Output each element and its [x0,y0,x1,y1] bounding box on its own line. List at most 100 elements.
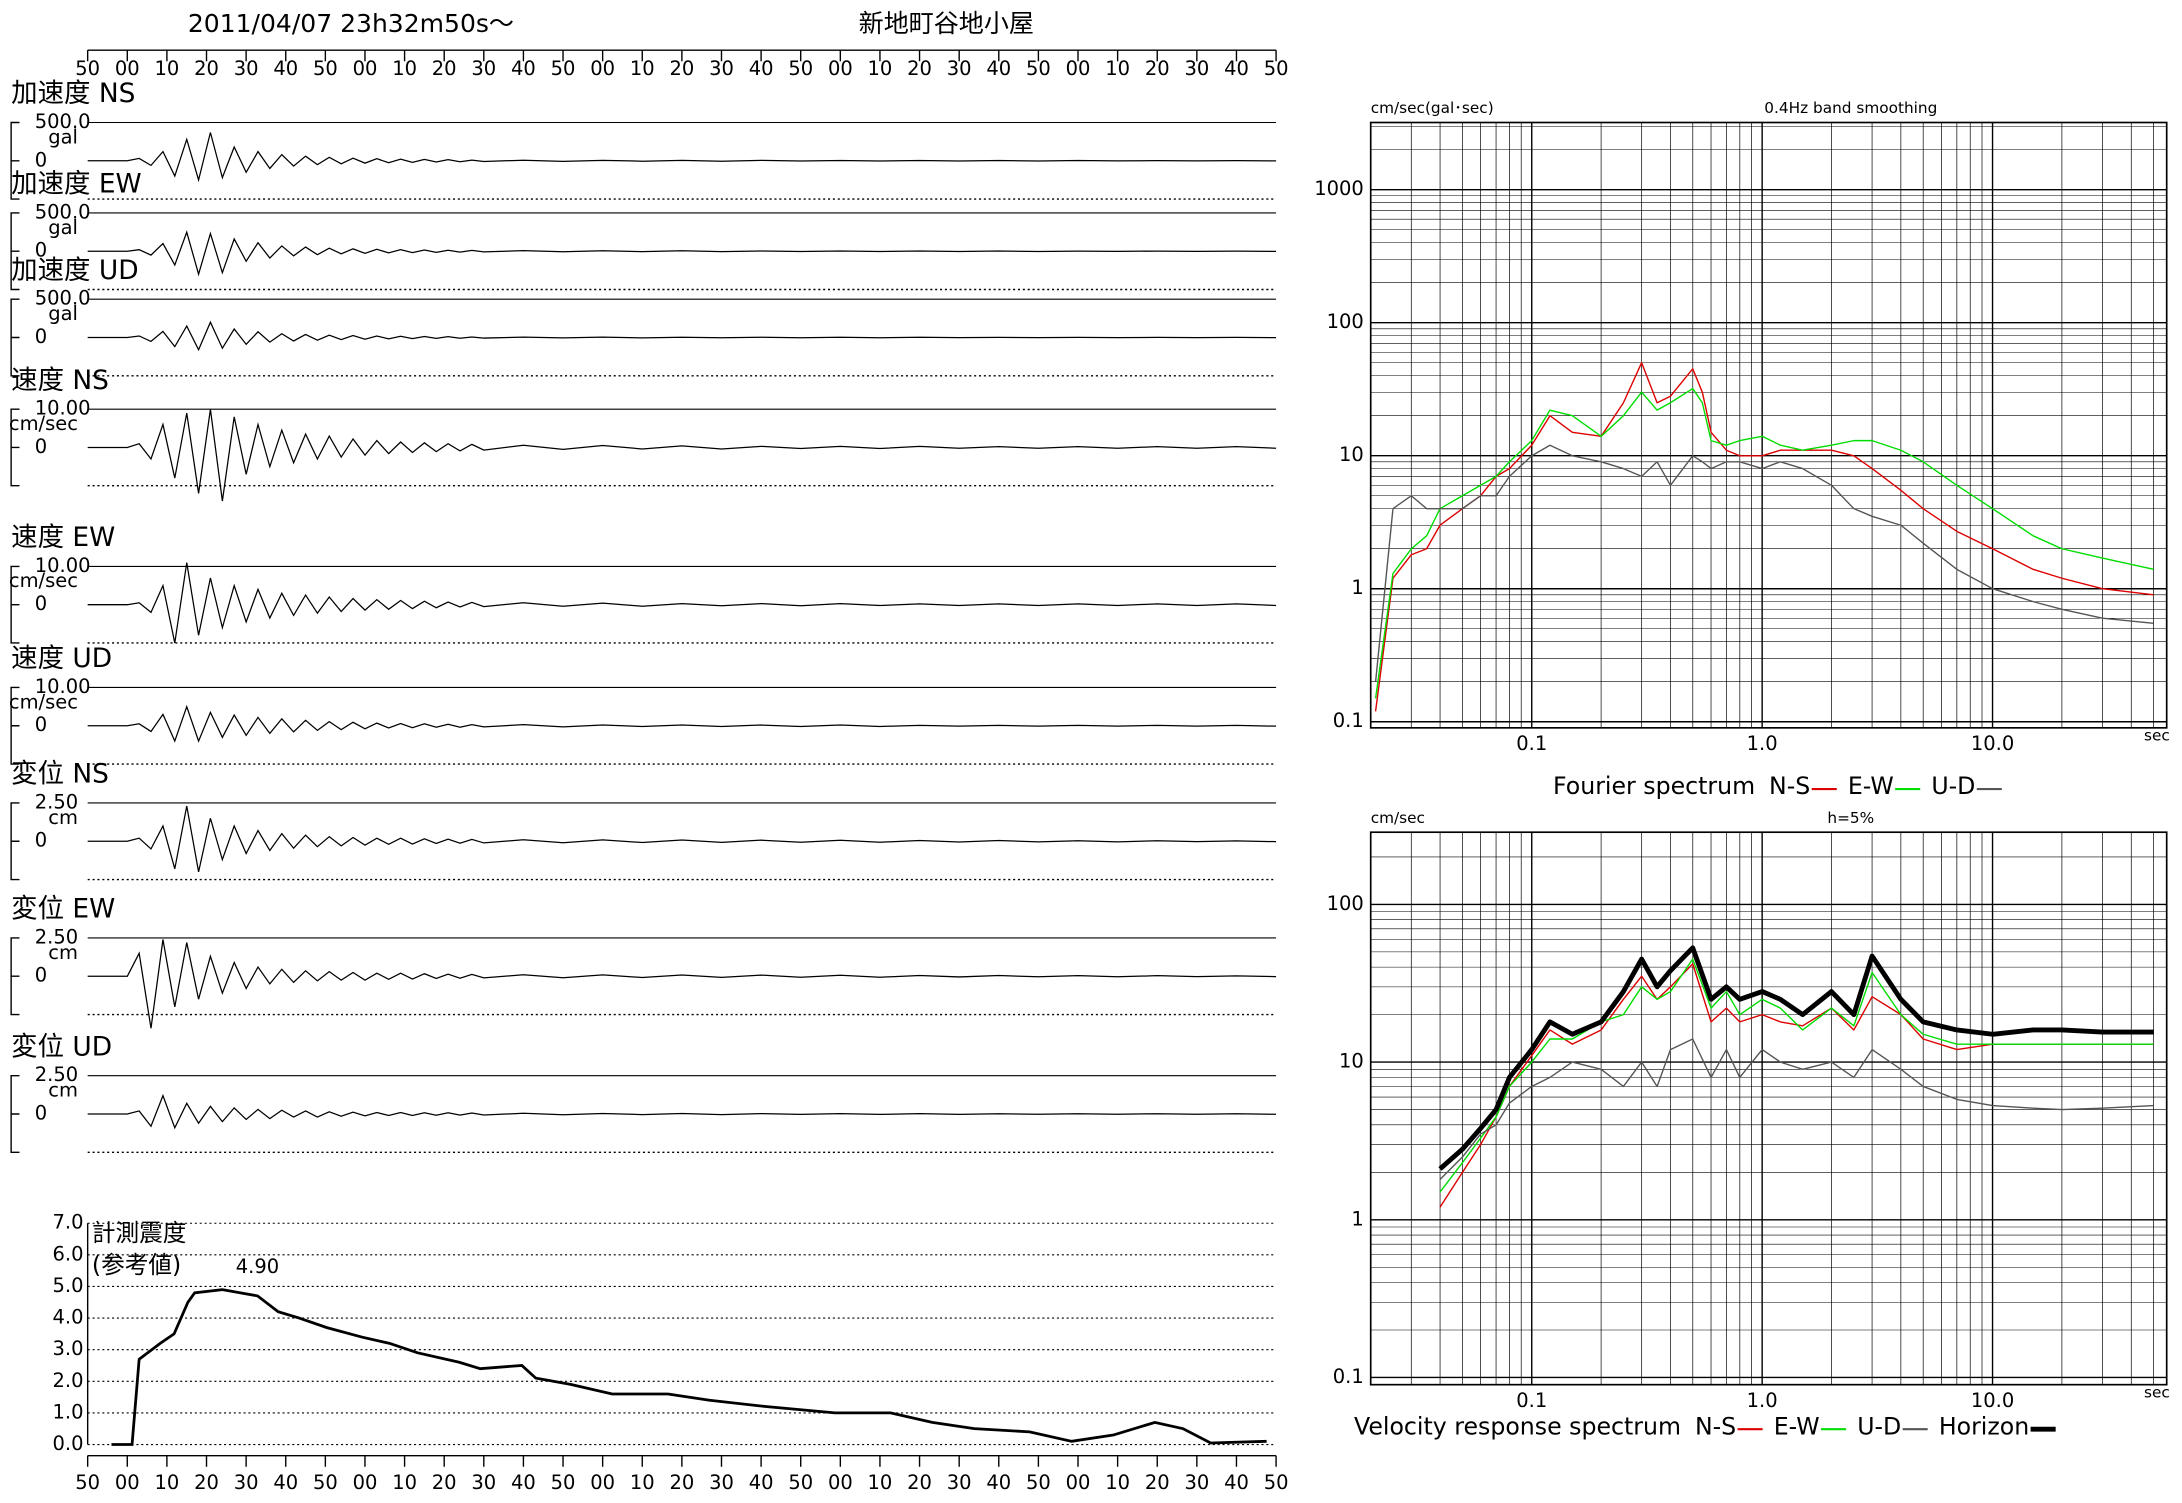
x-tick-label: 30 [947,57,972,80]
y-tick-label: 2.50 [35,790,78,813]
x-tick-label: 00 [1066,1471,1091,1494]
y-tick-label: 1 [1351,576,1363,599]
y-tick-label: 0.1 [1333,1365,1364,1388]
y-tick-label: 0 [35,325,47,348]
x-tick-label: 10 [630,57,655,80]
x-tick-label: 50 [1264,57,1289,80]
panel-title: 加速度 EW [11,169,142,200]
x-tick-label: 30 [947,1471,972,1494]
legend-title: Fourier spectrum [1553,772,1755,800]
x-tick-label: 10 [1105,57,1130,80]
unit-label: cm [48,806,78,829]
panel-title: 変位 NS [11,759,109,790]
x-tick-label: 00 [590,1471,615,1494]
legend-label: Horizon [1939,1412,2029,1440]
x-tick-label: 20 [194,1471,219,1494]
waveform [87,320,1277,352]
y-tick-label: 5.0 [53,1274,84,1297]
x-tick-label: 20 [1145,1471,1170,1494]
x-tick-label: 1.0 [1747,1389,1778,1412]
panel-title: 変位 EW [11,894,115,925]
x-tick-label: 10 [392,57,417,80]
unit-label: cm/sec [9,690,78,713]
waveform [87,704,1277,743]
unit-label: cm [48,1079,78,1102]
panel-bracket [10,1075,20,1153]
x-tick-label: 00 [828,57,853,80]
x-tick-label: 30 [471,1471,496,1494]
chart-subtitle: (参考値) [92,1251,181,1279]
y-tick-label: 0 [35,964,47,987]
y-tick-label: 6.0 [53,1242,84,1265]
x-tick-label: 30 [709,1471,734,1494]
y-tick-label: 10 [1339,1050,1364,1073]
x-tick-label: 50 [75,57,100,80]
x-tick-label: 20 [669,57,694,80]
x-tick-label: 10 [868,57,893,80]
x-tick-label: 10.0 [1971,1389,2014,1412]
y-tick-label: 1.0 [53,1400,84,1423]
spectrum-line [1439,963,2154,1208]
x-tick-label: 10 [630,1471,655,1494]
x-tick-label: 50 [788,1471,813,1494]
legend-title: Velocity response spectrum [1354,1412,1681,1440]
x-tick-label: 30 [709,57,734,80]
x-tick-label: 00 [353,57,378,80]
x-tick-label: 20 [907,1471,932,1494]
y-tick-label: 500.0 [35,287,91,310]
y-tick-label: 500.0 [35,200,91,223]
legend-label: N-S [1695,1412,1736,1440]
x-tick-label: 40 [273,1471,298,1494]
x-tick-label: 40 [273,57,298,80]
x-tick-label: 40 [986,57,1011,80]
x-tick-label: 30 [234,57,259,80]
y-tick-label: 0 [35,1102,47,1125]
panel-title: 速度 EW [11,522,115,553]
x-tick-label: 0.1 [1516,732,1547,755]
y-tick-label: 0.0 [53,1432,84,1455]
y-tick-label: 4.0 [53,1306,84,1329]
chart-title: 計測震度 [92,1219,187,1247]
panel-title: 速度 UD [11,643,112,674]
y-tick-label: 1000 [1314,177,1364,200]
panel-title: 変位 UD [11,1031,112,1062]
x-tick-label: 0.1 [1516,1389,1547,1412]
y-tick-label: 0 [35,435,47,458]
y-tick-label: 10.00 [35,397,91,420]
x-tick-label: 50 [75,1471,100,1494]
x-tick-label: 40 [749,57,774,80]
x-tick-label: 00 [1066,57,1091,80]
x-tick-label: 50 [1026,57,1051,80]
y-tick-label: 3.0 [53,1337,84,1360]
x-tick-label: 20 [669,1471,694,1494]
waveform [87,939,1277,1029]
plot-frame [1369,831,2168,1386]
x-tick-label: 40 [1224,1471,1249,1494]
legend-label: N-S [1769,772,1810,800]
legend-label: E-W [1848,772,1894,800]
y-tick-label: 10 [1339,443,1364,466]
unit-label: gal [48,302,78,325]
waveform [87,562,1277,644]
x-tick-label: 50 [1264,1471,1289,1494]
x-tick-label: 30 [1184,57,1209,80]
y-tick-label: 0 [35,239,47,262]
spectrum-line [1438,945,2154,1171]
x-tick-label: 10 [392,1471,417,1494]
x-tick-label: 40 [511,1471,536,1494]
spectrum-line [1374,387,2154,699]
x-tick-label: 50 [551,57,576,80]
station-name: 新地町谷地小屋 [859,9,1034,38]
x-tick-label: 30 [471,57,496,80]
plot-frame [1369,121,2168,729]
x-tick-label: 40 [749,1471,774,1494]
legend-label: E-W [1774,1412,1820,1440]
y-axis-unit: cm/sec(gal･sec) [1371,99,1494,117]
x-tick-label: 20 [1145,57,1170,80]
panel-bracket [10,212,20,291]
x-tick-label: 1.0 [1747,732,1778,755]
spectrum-line [1439,1038,2154,1181]
y-tick-label: 10.00 [35,554,91,577]
x-tick-label: 50 [1026,1471,1051,1494]
